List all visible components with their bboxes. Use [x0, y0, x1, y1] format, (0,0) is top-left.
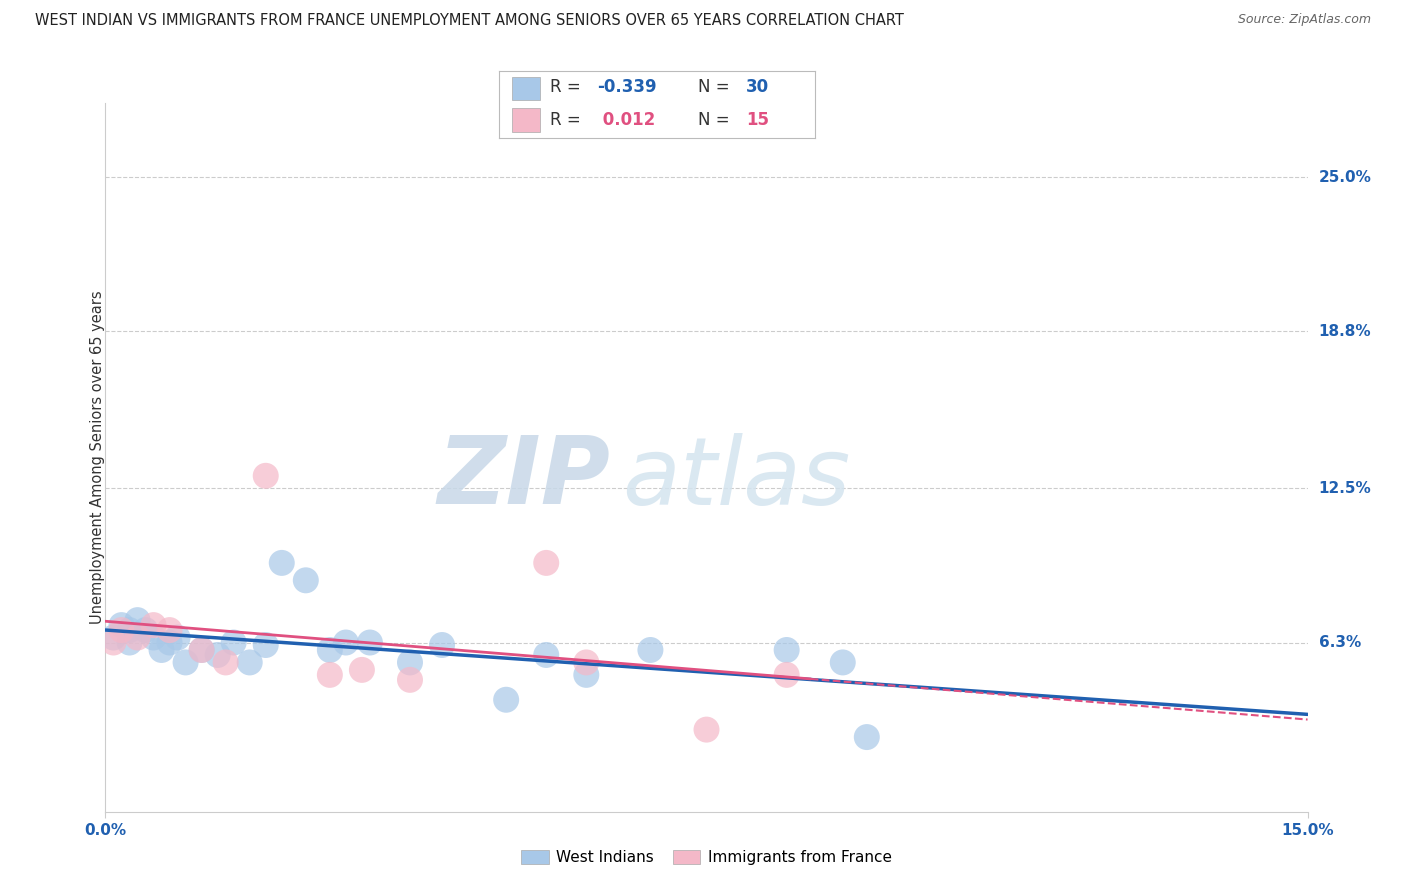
Point: [335, 635, 357, 649]
Point: [640, 643, 662, 657]
Point: [495, 692, 517, 706]
Point: [319, 668, 342, 682]
Point: [776, 668, 799, 682]
Point: [159, 635, 181, 649]
Point: [399, 656, 422, 670]
Point: [855, 730, 877, 744]
Point: [254, 468, 277, 483]
Text: 6.3%: 6.3%: [1319, 635, 1361, 650]
Text: R =: R =: [550, 78, 586, 96]
Text: 30: 30: [745, 78, 769, 96]
Point: [534, 556, 557, 570]
Text: 25.0%: 25.0%: [1319, 169, 1372, 185]
Text: 12.5%: 12.5%: [1319, 481, 1371, 496]
Text: 15: 15: [745, 111, 769, 128]
Point: [118, 623, 141, 637]
Point: [319, 643, 342, 657]
Text: 18.8%: 18.8%: [1319, 324, 1371, 339]
Point: [575, 656, 598, 670]
Point: [534, 648, 557, 662]
Point: [214, 656, 236, 670]
Point: [110, 623, 132, 637]
Point: [110, 618, 132, 632]
Point: [142, 631, 165, 645]
Point: [127, 613, 149, 627]
Point: [270, 556, 292, 570]
Text: N =: N =: [699, 111, 735, 128]
Point: [350, 663, 373, 677]
Text: ZIP: ZIP: [437, 433, 610, 524]
Point: [127, 631, 149, 645]
Point: [239, 656, 262, 670]
Text: 0.012: 0.012: [598, 111, 655, 128]
Point: [190, 643, 212, 657]
Point: [222, 635, 245, 649]
Point: [190, 643, 212, 657]
Point: [118, 635, 141, 649]
Point: [159, 623, 181, 637]
Point: [254, 638, 277, 652]
Point: [103, 631, 125, 645]
Bar: [512, 77, 540, 100]
Point: [696, 723, 718, 737]
Point: [103, 635, 125, 649]
Bar: [512, 108, 540, 131]
Y-axis label: Unemployment Among Seniors over 65 years: Unemployment Among Seniors over 65 years: [90, 290, 104, 624]
Point: [399, 673, 422, 687]
Legend: West Indians, Immigrants from France: West Indians, Immigrants from France: [515, 844, 898, 871]
Point: [207, 648, 229, 662]
Text: atlas: atlas: [623, 433, 851, 524]
Text: R =: R =: [550, 111, 586, 128]
Point: [166, 631, 188, 645]
Point: [142, 618, 165, 632]
Text: -0.339: -0.339: [598, 78, 657, 96]
Point: [135, 623, 157, 637]
Text: Source: ZipAtlas.com: Source: ZipAtlas.com: [1237, 13, 1371, 27]
Text: WEST INDIAN VS IMMIGRANTS FROM FRANCE UNEMPLOYMENT AMONG SENIORS OVER 65 YEARS C: WEST INDIAN VS IMMIGRANTS FROM FRANCE UN…: [35, 13, 904, 29]
Text: N =: N =: [699, 78, 735, 96]
Point: [776, 643, 799, 657]
Point: [174, 656, 197, 670]
Point: [150, 643, 173, 657]
Point: [575, 668, 598, 682]
Point: [430, 638, 453, 652]
Point: [831, 656, 853, 670]
Point: [359, 635, 381, 649]
Point: [295, 574, 318, 588]
